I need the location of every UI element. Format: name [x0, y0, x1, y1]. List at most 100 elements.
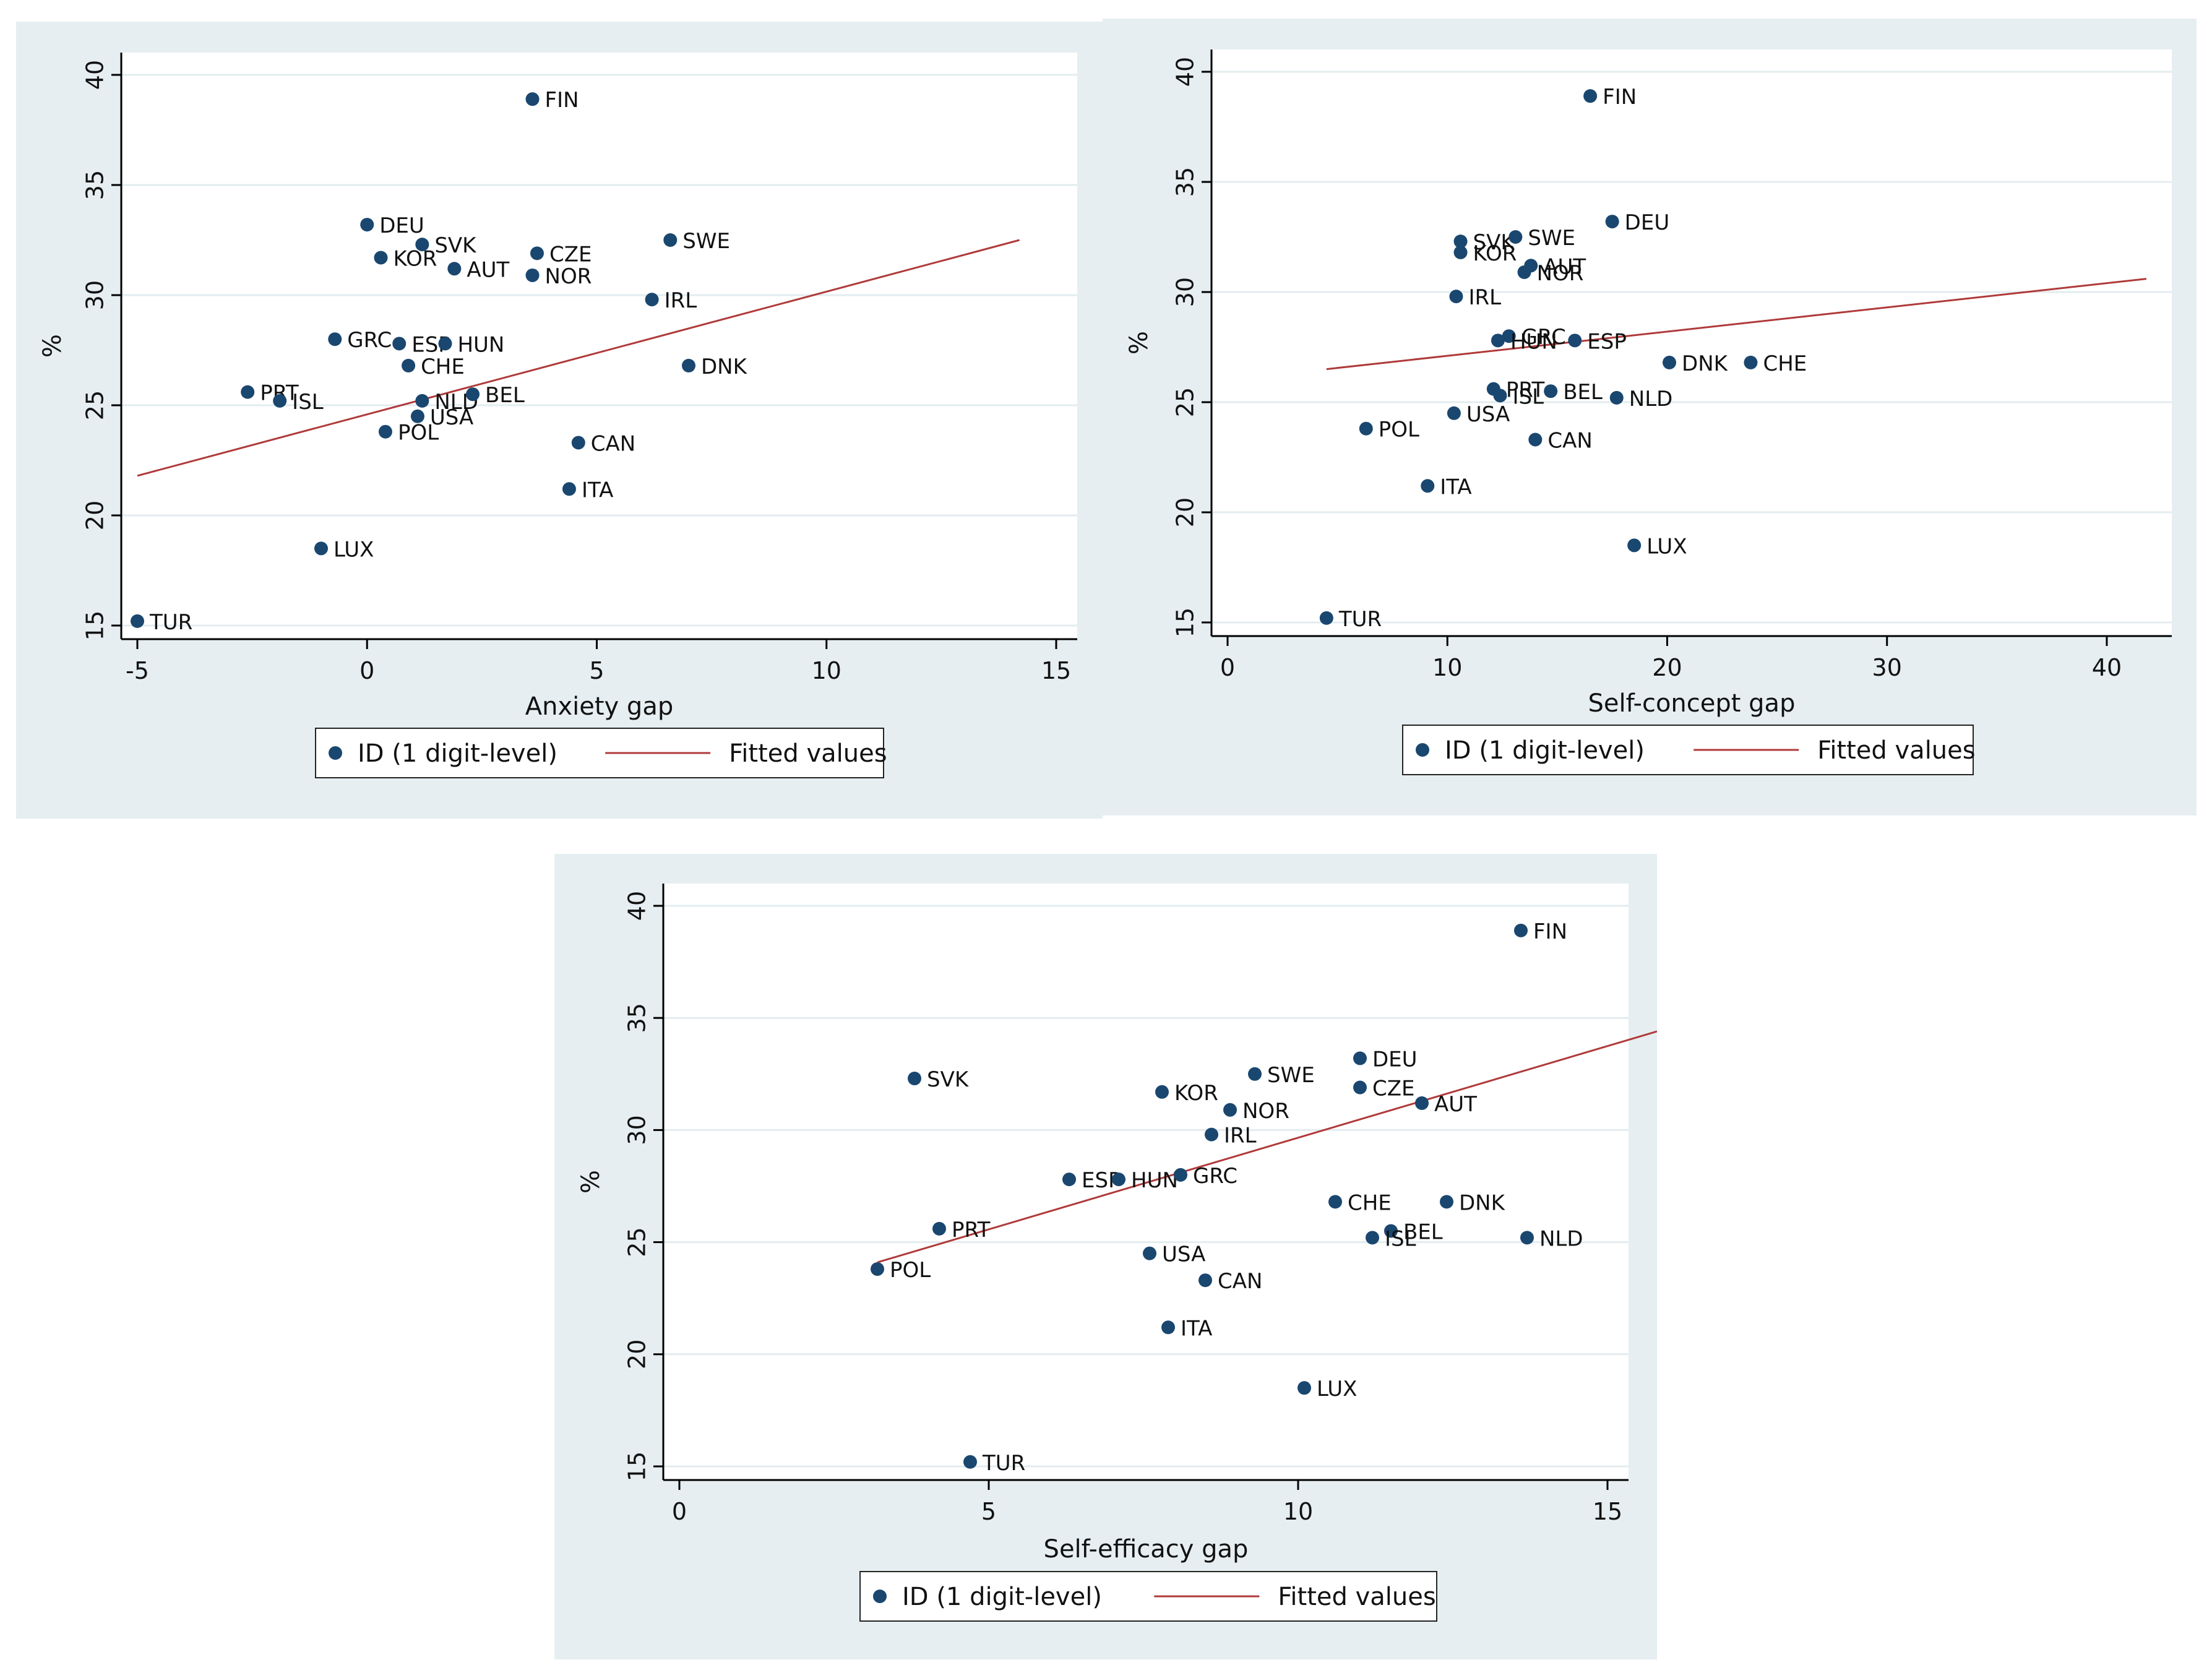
- y-tick-label: 30: [624, 1115, 651, 1145]
- data-point-isl: [273, 394, 287, 408]
- data-point-dnk: [682, 358, 695, 372]
- point-label-pol: POL: [890, 1258, 931, 1283]
- point-label-swe: SWE: [1528, 226, 1575, 251]
- data-point-deu: [360, 218, 374, 232]
- data-point-svk: [1453, 234, 1468, 249]
- legend-box: [1402, 725, 1974, 775]
- data-point-che: [1744, 355, 1758, 369]
- point-label-usa: USA: [430, 405, 473, 430]
- data-point-che: [1328, 1195, 1342, 1209]
- chart-selfconcept-panel: 15 20 25 30 35 40 0 10 20 30 40 Self-concept gap% FI…: [1103, 19, 2197, 815]
- y-tick-label: 40: [624, 891, 651, 921]
- point-label-nor: NOR: [1242, 1099, 1289, 1124]
- point-label-tur: TUR: [1338, 607, 1382, 632]
- data-point-fin: [525, 92, 540, 106]
- y-tick-label: 25: [624, 1227, 651, 1257]
- chart-selfefficacy-panel: 15 20 25 30 35 40 0 5 10 15 Self-efficacy gap% FIN D…: [554, 854, 1657, 1659]
- point-label-can: CAN: [1547, 429, 1592, 454]
- data-point-usa: [1143, 1246, 1156, 1260]
- plot-area: [121, 53, 1077, 639]
- data-point-deu: [1605, 215, 1619, 229]
- x-tick-label: 0: [359, 657, 374, 684]
- data-point-fin: [1514, 923, 1528, 937]
- point-label-cze: CZE: [549, 242, 592, 267]
- legend-point-marker: [329, 746, 342, 760]
- data-point-swe: [1248, 1067, 1262, 1081]
- point-label-swe: SWE: [1267, 1063, 1315, 1088]
- data-point-swe: [663, 233, 678, 247]
- point-label-ita: ITA: [1181, 1316, 1212, 1341]
- fitted-line: [877, 1030, 1657, 1263]
- point-label-cze: CZE: [1372, 1077, 1415, 1101]
- x-axis-title: Self-efficacy gap: [1044, 1535, 1249, 1564]
- point-label-prt: PRT: [952, 1218, 991, 1242]
- point-label-lux: LUX: [334, 537, 374, 562]
- data-point-isl: [1493, 389, 1507, 403]
- chart-anxiety-panel: 15 20 25 30 35 40 -5 0 5 10 15 Anxiety gap% FIN DEU SV…: [16, 22, 1103, 819]
- chart-selfconcept: 15 20 25 30 35 40 0 10 20 30 40 Self-concept gap% FI…: [1125, 49, 2172, 775]
- point-label-kor: KOR: [1473, 241, 1517, 266]
- data-point-can: [571, 436, 585, 450]
- data-point-hun: [1112, 1172, 1125, 1187]
- x-tick-label: 40: [2092, 654, 2122, 681]
- fitted-line: [137, 239, 1020, 477]
- y-axis-title: %: [577, 1170, 605, 1194]
- data-point-ita: [562, 482, 576, 496]
- data-point-lux: [1298, 1381, 1311, 1395]
- data-point-can: [1199, 1273, 1212, 1288]
- point-label-deu: DEU: [379, 213, 424, 238]
- legend-point-marker: [873, 1590, 887, 1603]
- point-label-lux: LUX: [1317, 1377, 1357, 1401]
- data-point-kor: [1155, 1085, 1169, 1099]
- point-label-nor: NOR: [1537, 261, 1584, 286]
- point-label-esp: ESP: [1587, 329, 1627, 354]
- point-label-nor: NOR: [545, 264, 592, 289]
- y-tick-label: 20: [82, 501, 109, 530]
- point-label-pol: POL: [1379, 418, 1419, 442]
- data-point-esp: [392, 337, 407, 351]
- data-point-ita: [1161, 1320, 1175, 1335]
- data-point-nld: [1520, 1231, 1534, 1245]
- point-label-tur: TUR: [149, 610, 192, 635]
- point-label-svk: SVK: [927, 1067, 970, 1092]
- point-label-aut: AUT: [1434, 1092, 1477, 1117]
- data-point-pol: [871, 1262, 884, 1276]
- point-label-che: CHE: [1348, 1190, 1392, 1215]
- y-tick-label: 35: [624, 1003, 651, 1033]
- y-tick-label: 15: [624, 1452, 651, 1481]
- point-label-prt: PRT: [1506, 378, 1545, 403]
- y-tick-label: 15: [82, 611, 109, 640]
- fitted-line: [1326, 278, 2147, 371]
- point-label-dnk: DNK: [701, 355, 748, 379]
- data-point-cze: [1353, 1080, 1367, 1095]
- point-label-nld: NLD: [1629, 387, 1673, 411]
- legend-fit-label: Fitted values: [1817, 736, 1975, 765]
- data-point-cze: [530, 246, 544, 260]
- y-axis-title: %: [1125, 331, 1153, 355]
- data-point-aut: [1415, 1096, 1429, 1110]
- data-point-esp: [1062, 1172, 1076, 1187]
- x-tick-label: 15: [1593, 1498, 1622, 1525]
- data-point-nor: [1223, 1103, 1237, 1117]
- legend-scatter-label: ID (1 digit-level): [1445, 736, 1645, 765]
- point-label-nld: NLD: [1539, 1226, 1583, 1251]
- chart-selfefficacy: 15 20 25 30 35 40 0 5 10 15 Self-efficacy gap% FIN D…: [577, 884, 1657, 1622]
- x-tick-label: 10: [1432, 654, 1462, 681]
- legend-scatter-label: ID (1 digit-level): [358, 739, 557, 768]
- y-tick-label: 40: [1172, 57, 1199, 87]
- point-label-fin: FIN: [545, 88, 579, 113]
- point-label-fin: FIN: [1533, 919, 1567, 944]
- point-label-isl: ISL: [292, 390, 324, 415]
- point-label-aut: AUT: [1543, 254, 1586, 279]
- point-label-ita: ITA: [1440, 475, 1471, 499]
- data-point-tur: [1319, 611, 1333, 625]
- data-point-esp: [1568, 333, 1582, 348]
- x-tick-label: 10: [1283, 1498, 1313, 1525]
- data-point-nor: [1517, 265, 1531, 279]
- data-point-irl: [1205, 1127, 1218, 1142]
- y-tick-label: 40: [82, 60, 109, 90]
- point-label-dnk: DNK: [1459, 1190, 1506, 1215]
- point-label-grc: GRC: [1193, 1164, 1237, 1189]
- point-label-aut: AUT: [467, 257, 509, 282]
- x-tick-label: 30: [1872, 654, 1902, 681]
